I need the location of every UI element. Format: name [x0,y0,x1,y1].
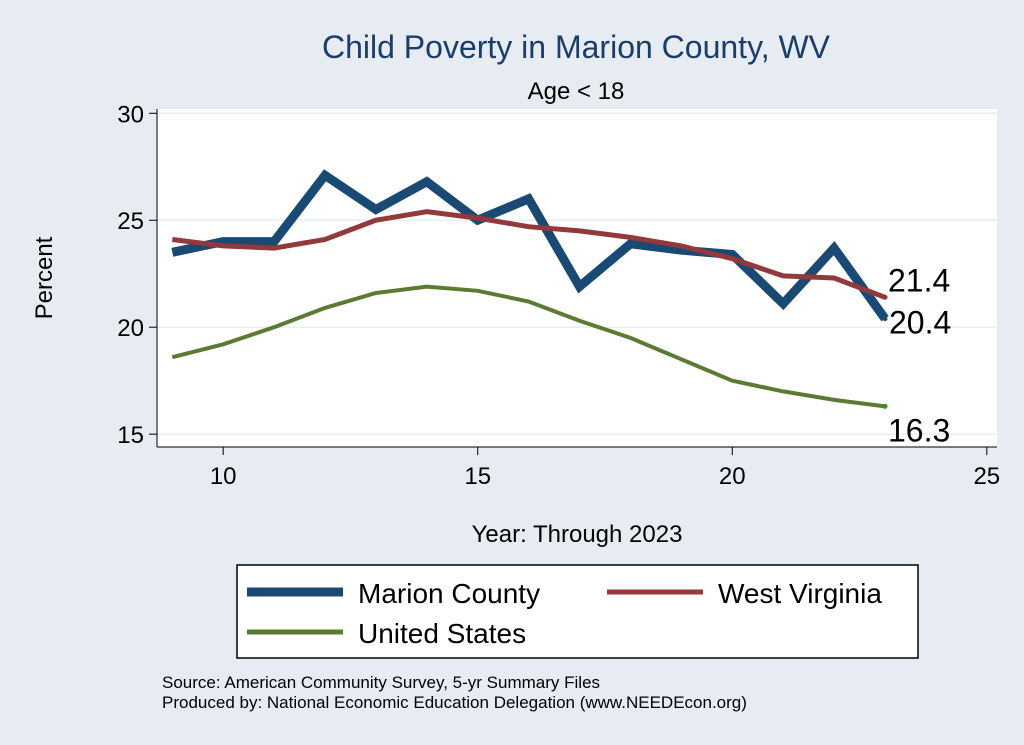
x-tick-label: 10 [210,463,237,490]
x-tick-label: 15 [464,463,491,490]
end-label-west-virginia: 21.4 [888,262,950,298]
y-tick-label: 25 [117,208,144,235]
legend-label-west-virginia: West Virginia [718,578,882,609]
legend-label-marion-county: Marion County [358,578,540,609]
y-axis-label: Percent [31,236,58,319]
y-tick-label: 30 [117,101,144,128]
x-ticks: 10 15 20 25 [210,447,1000,490]
end-point-marion-county [882,316,888,322]
end-point-united-states [882,403,888,409]
producer-note: Produced by: National Economic Education… [162,693,747,712]
series-lines [171,169,889,409]
end-label-united-states: 16.3 [888,412,950,448]
end-label-marion-county: 20.4 [889,305,951,341]
chart-title: Child Poverty in Marion County, WV [322,29,831,65]
x-axis-label: Year: Through 2023 [472,521,683,548]
end-point-west-virginia [882,294,888,300]
y-tick-label: 20 [117,315,144,342]
source-note: Source: American Community Survey, 5-yr … [162,673,600,692]
legend-box [236,564,919,659]
grid [157,112,997,435]
y-ticks: 15 20 25 30 [117,101,157,449]
series-line-west-virginia [171,209,886,300]
x-tick-label: 25 [973,463,1000,490]
y-tick-label: 15 [117,422,144,449]
series-line-marion-county [171,169,889,322]
end-labels: 20.4 21.4 16.3 [888,262,951,448]
x-tick-label: 20 [719,463,746,490]
series-line-united-states [171,284,886,409]
legend-label-united-states: United States [358,618,526,649]
chart-subtitle: Age < 18 [528,78,625,105]
